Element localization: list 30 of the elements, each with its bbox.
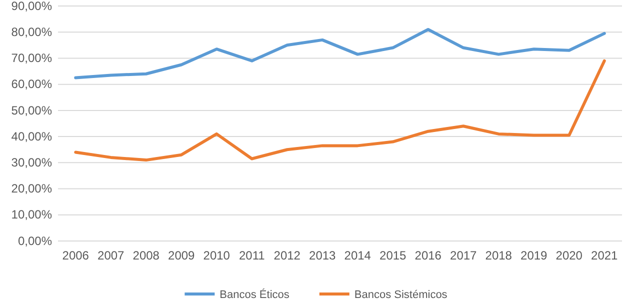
legend-label: Bancos Éticos [220, 288, 290, 301]
x-tick-label: 2012 [274, 248, 301, 263]
y-tick-label: 70,00% [11, 51, 52, 66]
x-tick-label: 2019 [520, 248, 548, 263]
x-tick-label: 2007 [98, 248, 125, 263]
x-tick-label: 2006 [62, 248, 90, 263]
line-series [74, 28, 606, 80]
x-tick-label: 2013 [309, 248, 336, 263]
y-tick-label: 90,00% [11, 0, 52, 13]
y-tick-label: 10,00% [11, 208, 52, 222]
x-tick-label: 2015 [380, 248, 407, 263]
y-tick-label: 60,00% [11, 77, 52, 92]
x-tick-label: 2016 [414, 248, 442, 263]
y-tick-label: 30,00% [11, 156, 52, 170]
x-tick-label: 2008 [132, 248, 160, 263]
line-series [74, 59, 606, 162]
x-tick-label: 2014 [344, 248, 372, 263]
x-tick-label: 2009 [168, 248, 196, 263]
x-tick-label: 2011 [238, 248, 266, 263]
y-tick-label: 50,00% [11, 103, 52, 118]
x-tick-label: 2021 [591, 248, 618, 263]
y-tick-label: 80,00% [11, 24, 52, 39]
y-tick-label: 20,00% [11, 182, 52, 196]
legend-label: Bancos Sistémicos [354, 289, 448, 301]
y-tick-label: 40,00% [11, 129, 52, 144]
x-tick-label: 2017 [450, 248, 478, 263]
x-tick-label: 2020 [556, 248, 583, 263]
x-tick-label: 2010 [203, 248, 230, 263]
y-tick-label: 0,00% [18, 234, 52, 248]
x-tick-label: 2018 [485, 248, 512, 263]
